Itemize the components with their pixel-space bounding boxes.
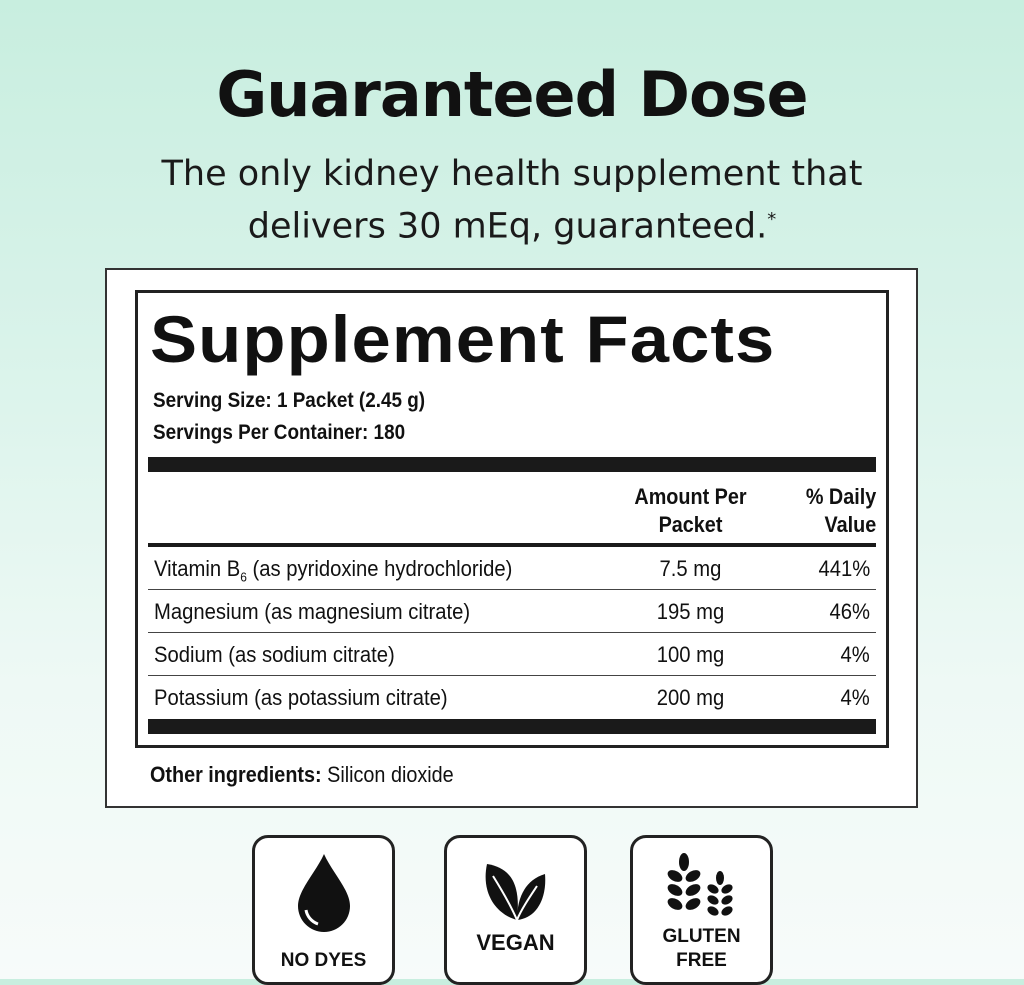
medium-divider	[148, 543, 876, 547]
thick-divider	[148, 457, 876, 472]
table-row: Vitamin B6 (as pyridoxine hydrochloride)…	[148, 547, 876, 590]
dv-header-l2: Value	[824, 512, 876, 537]
daily-value: 441%	[818, 556, 870, 581]
badge-no-dyes: NO DYES	[252, 835, 395, 985]
badge-label: VEGAN	[476, 930, 555, 955]
badge-label: NO DYES	[280, 950, 367, 971]
amount: 195 mg	[656, 599, 725, 624]
facts-title: Supplement Facts	[150, 302, 776, 376]
leaf-icon	[485, 864, 545, 921]
nutrient-name: Potassium (as potassium citrate)	[154, 685, 448, 710]
subheadline-line2: delivers 30 mEq, guaranteed.	[247, 206, 768, 247]
table-row: Potassium (as potassium citrate) 200 mg 4%	[148, 676, 876, 719]
amount: 100 mg	[656, 642, 725, 667]
badge-label-line2: FREE	[676, 950, 727, 971]
servings-per-container: Servings Per Container: 180	[153, 421, 406, 444]
daily-value: 4%	[840, 685, 870, 710]
nutrient-name: Magnesium (as magnesium citrate)	[154, 599, 471, 624]
amount: 7.5 mg	[659, 556, 722, 581]
nutrient-name-b: (as pyridoxine hydrochloride)	[246, 556, 513, 581]
badge-label-line1: GLUTEN	[662, 926, 741, 947]
daily-value: 4%	[840, 642, 870, 667]
badge-gluten-free: GLUTEN FREE	[630, 835, 773, 985]
nutrient-name-a: Vitamin B	[154, 556, 241, 581]
amount-header-l1: Amount Per	[634, 484, 747, 509]
table-row: Sodium (as sodium citrate) 100 mg 4%	[148, 633, 876, 676]
serving-size: Serving Size: 1 Packet (2.45 g)	[153, 389, 426, 412]
subheadline-line1: The only kidney health supplement that	[161, 154, 863, 194]
drop-icon	[297, 854, 350, 932]
daily-value: 46%	[829, 599, 870, 624]
dv-header-l1: % Daily	[805, 484, 876, 509]
amount-header-l2: Packet	[658, 512, 723, 537]
amount-header: Amount Per Packet	[607, 483, 774, 539]
nutrient-name: Sodium (as sodium citrate)	[154, 642, 395, 667]
footnote-mark: *	[767, 209, 777, 230]
nutrient-name: Vitamin B6 (as pyridoxine hydrochloride)	[154, 556, 512, 584]
wheat-icon	[667, 853, 733, 916]
table-row: Magnesium (as magnesium citrate) 195 mg 46…	[148, 590, 876, 633]
subheadline: The only kidney health supplement that de…	[0, 152, 1024, 250]
other-ingredients-value: Silicon dioxide	[321, 762, 454, 787]
amount: 200 mg	[656, 685, 725, 710]
supplement-facts-panel: Supplement Facts Serving Size: 1 Packet …	[135, 290, 889, 748]
other-ingredients: Other ingredients: Silicon dioxide	[150, 762, 454, 788]
badge-vegan: VEGAN	[444, 835, 587, 985]
nutrient-subscript: 6	[240, 569, 247, 585]
headline: Guaranteed Dose	[216, 58, 808, 131]
dv-header: % Daily Value	[806, 483, 876, 539]
supplement-facts-card: Supplement Facts Serving Size: 1 Packet …	[105, 268, 918, 808]
other-ingredients-label: Other ingredients:	[150, 762, 322, 787]
thick-divider-bottom	[148, 719, 876, 734]
